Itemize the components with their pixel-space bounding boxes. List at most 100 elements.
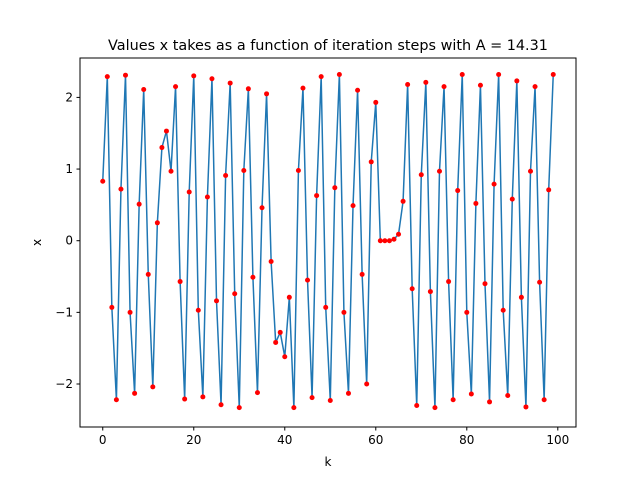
data-point xyxy=(505,392,511,398)
x-axis-label: k xyxy=(325,455,332,469)
data-point xyxy=(141,87,147,93)
data-point xyxy=(204,194,210,200)
series-line xyxy=(102,73,554,409)
data-point xyxy=(396,231,402,237)
plot-area xyxy=(100,71,556,411)
data-point xyxy=(441,84,447,90)
data-point xyxy=(477,82,483,88)
y-axis: −2 −1 0 1 2 xyxy=(55,90,80,391)
x-tick-label: 0 xyxy=(99,433,107,447)
data-point xyxy=(182,396,188,402)
data-point xyxy=(432,405,438,411)
data-point xyxy=(163,128,169,134)
data-point xyxy=(227,80,233,86)
data-point xyxy=(150,384,156,390)
data-point xyxy=(514,78,520,84)
data-point xyxy=(214,298,220,304)
data-point xyxy=(323,304,329,310)
data-series xyxy=(100,71,556,411)
data-point xyxy=(223,173,229,179)
x-tick-label: 20 xyxy=(186,433,201,447)
data-point xyxy=(295,167,301,173)
data-point xyxy=(209,76,215,82)
data-point xyxy=(218,402,224,408)
data-point xyxy=(195,307,201,313)
data-point xyxy=(459,71,465,77)
data-point xyxy=(550,71,556,77)
data-point xyxy=(168,168,174,174)
data-point xyxy=(528,168,533,174)
data-point xyxy=(236,405,242,411)
data-point xyxy=(373,99,379,105)
data-point xyxy=(427,289,433,295)
data-point xyxy=(382,238,388,244)
data-point xyxy=(104,74,110,80)
data-point xyxy=(482,281,488,287)
data-point xyxy=(355,87,361,93)
data-point xyxy=(418,172,424,178)
data-point xyxy=(359,271,365,277)
x-tick-label: 40 xyxy=(277,433,292,447)
data-point xyxy=(409,286,415,292)
data-point xyxy=(496,71,502,77)
data-point xyxy=(350,203,356,209)
data-point xyxy=(136,201,142,207)
data-point xyxy=(154,220,160,226)
data-point xyxy=(450,397,456,403)
data-point xyxy=(145,271,151,277)
data-point xyxy=(455,188,461,194)
y-tick-label: 0 xyxy=(65,234,73,248)
data-point xyxy=(546,187,552,193)
data-point xyxy=(341,309,347,315)
chart-title: Values x takes as a function of iteratio… xyxy=(108,38,548,54)
y-tick-label: 1 xyxy=(65,162,73,176)
data-point xyxy=(177,279,183,285)
data-point xyxy=(300,85,306,91)
data-point xyxy=(127,309,133,315)
data-point xyxy=(500,307,506,313)
data-point xyxy=(250,274,256,280)
data-point xyxy=(100,178,106,184)
data-point xyxy=(368,159,374,165)
data-point xyxy=(336,71,342,77)
data-point xyxy=(364,381,370,387)
data-point xyxy=(518,294,524,300)
data-point xyxy=(186,189,192,195)
y-axis-label: x xyxy=(30,239,44,246)
data-point xyxy=(446,279,452,285)
data-point xyxy=(468,391,474,397)
axes-frame xyxy=(79,57,577,428)
data-point xyxy=(132,390,138,396)
data-point xyxy=(291,405,297,411)
data-point xyxy=(541,397,547,403)
data-point xyxy=(436,168,442,174)
data-point xyxy=(200,394,206,400)
y-tick-label: −2 xyxy=(55,377,73,391)
data-point xyxy=(464,309,470,315)
data-point xyxy=(245,86,251,92)
data-point xyxy=(509,196,515,202)
data-point xyxy=(109,304,115,310)
data-point xyxy=(232,291,238,297)
data-point xyxy=(327,397,333,403)
data-point xyxy=(523,404,529,410)
data-point xyxy=(305,277,311,283)
data-point xyxy=(473,200,479,206)
data-point xyxy=(123,72,128,78)
data-point xyxy=(277,329,283,335)
data-point xyxy=(268,258,274,264)
x-tick-label: 80 xyxy=(459,433,474,447)
data-point xyxy=(282,354,288,360)
data-point xyxy=(318,74,324,80)
data-point xyxy=(532,84,538,90)
data-point xyxy=(423,79,429,85)
data-point xyxy=(491,181,497,187)
data-point xyxy=(286,294,292,300)
data-point xyxy=(191,73,197,79)
data-point xyxy=(241,167,247,173)
data-point xyxy=(414,403,420,408)
x-tick-label: 100 xyxy=(546,433,569,447)
data-point xyxy=(254,390,260,396)
